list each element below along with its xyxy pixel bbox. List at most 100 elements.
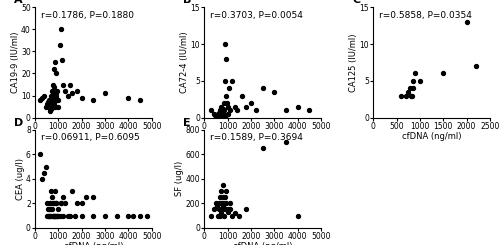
Point	[101, 91, 109, 95]
Point	[46, 214, 54, 218]
Point	[230, 211, 238, 215]
Point	[406, 94, 414, 98]
Point	[54, 208, 62, 211]
Point	[46, 208, 54, 211]
Point	[218, 110, 226, 114]
Point	[218, 201, 226, 205]
Point	[78, 96, 86, 100]
Point	[48, 105, 56, 109]
Point	[53, 98, 61, 102]
Point	[222, 113, 230, 117]
X-axis label: cfDNA (ng/ml): cfDNA (ng/ml)	[64, 132, 123, 141]
Point	[44, 214, 52, 218]
Point	[212, 201, 220, 205]
Y-axis label: CEA (ug/l): CEA (ug/l)	[16, 158, 24, 200]
Point	[219, 112, 227, 116]
Point	[48, 214, 56, 218]
Point	[136, 214, 144, 218]
Point	[64, 94, 72, 98]
Point	[221, 42, 229, 46]
Point	[216, 114, 224, 118]
Point	[54, 98, 62, 102]
Point	[56, 43, 64, 47]
Point	[44, 100, 52, 104]
Point	[38, 96, 46, 100]
Y-axis label: CA125 (IU/ml): CA125 (IU/ml)	[349, 33, 358, 92]
Y-axis label: CA72-4 (IU/ml): CA72-4 (IU/ml)	[180, 32, 189, 93]
Point	[50, 105, 58, 109]
Point	[48, 214, 56, 218]
Point	[45, 214, 53, 218]
Point	[54, 89, 62, 93]
Point	[233, 108, 241, 112]
Point	[235, 214, 243, 218]
Point	[224, 210, 232, 214]
Point	[124, 96, 132, 100]
Point	[59, 214, 67, 218]
Point	[220, 195, 228, 199]
Point	[59, 83, 67, 86]
Point	[210, 113, 218, 117]
Point	[220, 214, 228, 218]
Point	[214, 214, 222, 218]
Y-axis label: CA19-9 (IU/ml): CA19-9 (IU/ml)	[10, 32, 20, 93]
Point	[212, 114, 220, 118]
Point	[210, 112, 218, 116]
Point	[66, 83, 74, 86]
Point	[216, 108, 224, 112]
Point	[50, 214, 58, 218]
Point	[46, 201, 54, 205]
Point	[216, 113, 224, 117]
Point	[90, 195, 98, 199]
Point	[213, 204, 221, 208]
Point	[36, 152, 44, 156]
Point	[222, 189, 230, 193]
Point	[220, 110, 228, 114]
Point	[48, 94, 56, 98]
Point	[64, 214, 72, 218]
Point	[52, 91, 60, 95]
Point	[217, 112, 225, 116]
Point	[226, 208, 234, 211]
Point	[53, 214, 61, 218]
Point	[54, 214, 62, 218]
Point	[49, 96, 57, 100]
Point	[48, 100, 56, 104]
Point	[224, 86, 232, 90]
Point	[44, 208, 52, 211]
Point	[48, 208, 56, 211]
Point	[215, 201, 223, 205]
Point	[78, 214, 86, 218]
Point	[218, 114, 226, 118]
Point	[217, 113, 225, 117]
Point	[42, 102, 50, 106]
Point	[215, 111, 223, 115]
Point	[46, 109, 54, 113]
Point	[440, 72, 448, 75]
Text: C: C	[352, 0, 360, 5]
Point	[216, 214, 224, 218]
Point	[112, 214, 120, 218]
Point	[408, 94, 416, 98]
Y-axis label: SF (ug/l): SF (ug/l)	[175, 161, 184, 196]
Point	[216, 211, 224, 215]
Point	[48, 208, 56, 211]
Point	[46, 201, 54, 205]
Point	[52, 214, 60, 218]
Point	[226, 201, 234, 205]
Point	[56, 214, 64, 218]
Point	[214, 113, 222, 117]
Point	[136, 98, 144, 102]
Point	[52, 94, 60, 98]
Point	[214, 208, 222, 211]
Point	[218, 108, 226, 112]
Point	[52, 61, 60, 64]
Point	[305, 108, 313, 112]
Point	[216, 195, 224, 199]
Point	[210, 208, 218, 211]
Point	[50, 189, 58, 193]
Point	[221, 208, 229, 211]
Point	[50, 214, 58, 218]
Point	[70, 214, 78, 218]
Text: r=0.3703, P=0.0054: r=0.3703, P=0.0054	[210, 11, 303, 20]
